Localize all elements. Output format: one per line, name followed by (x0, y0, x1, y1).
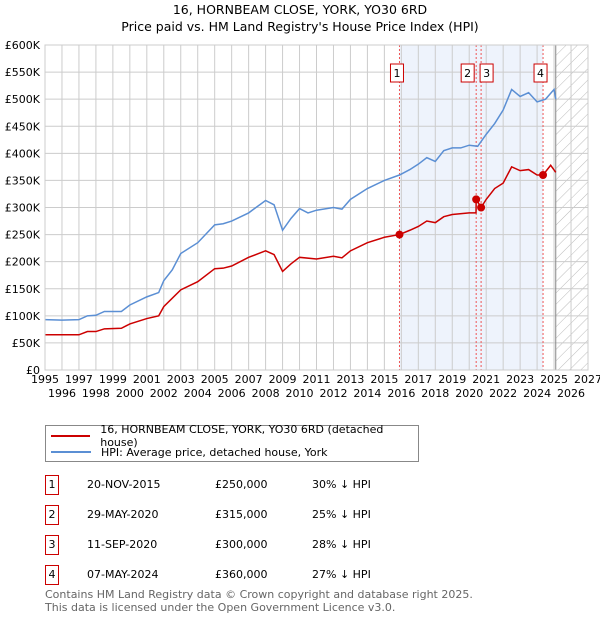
x-tick-label: 2013 (336, 373, 364, 386)
x-tick-label: 2015 (370, 373, 398, 386)
transaction-price: £360,000 (215, 568, 268, 581)
x-tick-label: 2000 (116, 387, 144, 400)
transaction-row: 1 20-NOV-2015 £250,000 30% ↓ HPI (45, 475, 465, 495)
y-tick-label: £350K (5, 174, 41, 187)
y-tick-label: £300K (5, 202, 41, 215)
legend-hpi: HPI: Average price, detached house, York (101, 445, 328, 459)
y-tick-label: £0 (26, 364, 40, 377)
transaction-number: 1 (45, 475, 59, 495)
x-tick-label: 2023 (506, 373, 534, 386)
y-tick-label: £200K (5, 256, 41, 269)
x-tick-label: 2010 (286, 387, 314, 400)
transaction-number: 2 (45, 505, 59, 525)
x-tick-label: 1995 (31, 373, 59, 386)
x-tick-label: 2006 (218, 387, 246, 400)
sale-label: 1 (393, 67, 400, 80)
x-tick-label: 2003 (167, 373, 195, 386)
x-tick-label: 2018 (421, 387, 449, 400)
x-tick-label: 2025 (540, 373, 568, 386)
transaction-date: 29-MAY-2020 (87, 508, 159, 521)
x-tick-label: 2012 (319, 387, 347, 400)
sale-label: 4 (537, 67, 544, 80)
x-tick-label: 2011 (303, 373, 331, 386)
transaction-row: 3 11-SEP-2020 £300,000 28% ↓ HPI (45, 535, 465, 555)
x-tick-label: 2001 (133, 373, 161, 386)
sale-label: 2 (464, 67, 471, 80)
x-tick-label: 2020 (455, 387, 483, 400)
y-tick-label: £450K (5, 120, 41, 133)
chart-subtitle: Price paid vs. HM Land Registry's House … (121, 19, 479, 34)
legend-red-line (51, 435, 91, 437)
transaction-date: 11-SEP-2020 (87, 538, 158, 551)
x-tick-label: 2021 (472, 373, 500, 386)
y-tick-label: £150K (5, 283, 41, 296)
x-tick-label: 2024 (523, 387, 551, 400)
transaction-row: 2 29-MAY-2020 £315,000 25% ↓ HPI (45, 505, 465, 525)
sale-point (477, 203, 486, 212)
sale-point (539, 171, 548, 179)
transaction-date: 07-MAY-2024 (87, 568, 159, 581)
footer-line-1: Contains HM Land Registry data © Crown c… (45, 588, 473, 601)
sale-label-box (533, 63, 548, 83)
transaction-row: 4 07-MAY-2024 £360,000 27% ↓ HPI (45, 565, 465, 585)
x-tick-label: 1997 (65, 373, 93, 386)
legend-blue-line (51, 451, 91, 453)
transaction-number: 4 (45, 565, 59, 585)
sale-label-box (389, 63, 404, 83)
y-tick-label: £250K (5, 229, 41, 242)
x-tick-label: 2014 (353, 387, 381, 400)
transaction-hpi-diff: 27% ↓ HPI (312, 568, 371, 581)
y-tick-label: £50K (12, 337, 41, 350)
x-tick-label: 1999 (99, 373, 127, 386)
y-tick-label: £400K (5, 147, 41, 160)
legend-property: 16, HORNBEAM CLOSE, YORK, YO30 6RD (deta… (100, 423, 384, 449)
footer-line-2: This data is licensed under the Open Gov… (45, 601, 396, 614)
transaction-price: £250,000 (215, 478, 268, 491)
y-tick-label: £550K (5, 66, 41, 79)
footer: Contains HM Land Registry data © Crown c… (45, 588, 473, 614)
transaction-number: 3 (45, 535, 59, 555)
sale-label: 3 (483, 67, 490, 80)
y-tick-label: £100K (5, 310, 41, 323)
transaction-hpi-diff: 28% ↓ HPI (312, 538, 371, 551)
sale-point (472, 195, 481, 204)
transaction-hpi-diff: 30% ↓ HPI (312, 478, 371, 491)
transaction-price: £300,000 (215, 538, 268, 551)
sale-label-box (479, 63, 494, 83)
x-tick-label: 2009 (269, 373, 297, 386)
series-line (44, 87, 557, 321)
x-tick-label: 2026 (557, 387, 585, 400)
x-tick-label: 2022 (489, 387, 517, 400)
x-tick-label: 2004 (184, 387, 212, 400)
x-tick-label: 2017 (404, 373, 432, 386)
x-tick-label: 2005 (201, 373, 229, 386)
x-tick-label: 2002 (150, 387, 178, 400)
x-tick-label: 2027 (574, 373, 600, 386)
x-tick-label: 2019 (438, 373, 466, 386)
transaction-hpi-diff: 25% ↓ HPI (312, 508, 371, 521)
y-tick-label: £600K (5, 39, 41, 52)
chart-title: 16, HORNBEAM CLOSE, YORK, YO30 6RD (172, 2, 428, 17)
x-tick-label: 2007 (235, 373, 263, 386)
transaction-price: £315,000 (215, 508, 268, 521)
y-tick-label: £500K (5, 93, 41, 106)
transaction-date: 20-NOV-2015 (87, 478, 161, 491)
sale-point (395, 230, 404, 239)
plot-frame (44, 44, 589, 371)
series-line (45, 164, 557, 336)
x-tick-label: 2016 (387, 387, 415, 400)
sale-label-box (460, 63, 475, 83)
x-tick-label: 2008 (252, 387, 280, 400)
x-tick-label: 1996 (48, 387, 76, 400)
x-tick-label: 1998 (82, 387, 110, 400)
price-chart: 1995199619971998199920002001200220032004… (5, 39, 600, 400)
legend: 16, HORNBEAM CLOSE, YORK, YO30 6RD (deta… (45, 423, 419, 462)
